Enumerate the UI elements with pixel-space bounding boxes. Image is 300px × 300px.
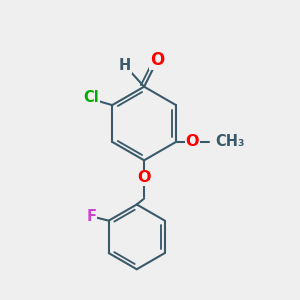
Text: H: H (119, 58, 131, 73)
Text: CH₃: CH₃ (215, 134, 244, 149)
Text: O: O (150, 51, 164, 69)
Text: F: F (87, 209, 97, 224)
Text: O: O (185, 134, 199, 149)
Text: Cl: Cl (83, 90, 99, 105)
Text: O: O (137, 170, 151, 185)
